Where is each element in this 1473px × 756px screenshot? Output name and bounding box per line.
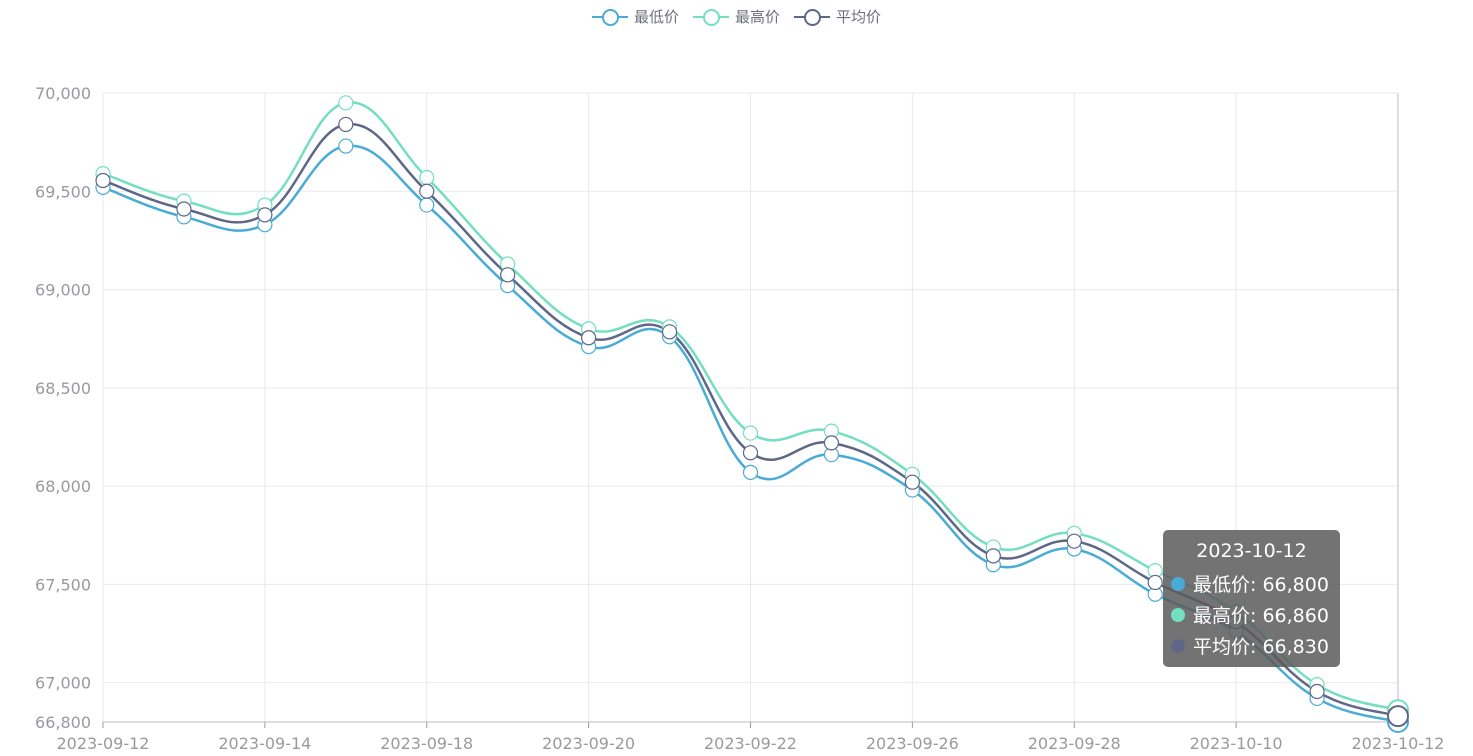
legend-label-low: 最低价 — [633, 8, 679, 26]
tooltip-dot-avg-icon — [1171, 638, 1185, 653]
data-point-low[interactable] — [742, 464, 759, 480]
tooltip-dot-low-icon — [1171, 576, 1185, 591]
tooltip-date: 2023-10-12 — [1196, 540, 1307, 562]
y-tick-label: 69,500 — [35, 182, 91, 201]
y-tick-label: 68,000 — [35, 477, 91, 496]
data-point-avg[interactable] — [338, 116, 354, 133]
x-tick-label: 2023-09-14 — [218, 734, 311, 753]
x-tick-label: 2023-09-26 — [866, 734, 959, 753]
y-tick-label: 67,000 — [35, 674, 91, 693]
x-tick-label: 2023-10-10 — [1190, 734, 1283, 753]
data-point-high[interactable] — [742, 425, 759, 441]
data-point-avg[interactable] — [581, 330, 597, 346]
chart-legend: 最低价 最高价 平均价 — [0, 6, 1473, 27]
legend-swatch-avg-icon — [794, 7, 830, 27]
data-point-avg[interactable] — [176, 201, 192, 217]
data-point-low[interactable] — [419, 197, 435, 213]
data-point-avg[interactable] — [419, 183, 435, 199]
tooltip-row-avg: 平均价: 66,830 — [1171, 630, 1332, 661]
x-tick-label: 2023-10-12 — [1352, 734, 1445, 753]
x-tick-label: 2023-09-28 — [1028, 734, 1121, 753]
x-tick-label: 2023-09-20 — [542, 734, 635, 753]
data-point-avg[interactable] — [95, 172, 111, 189]
tooltip-dot-high-icon — [1171, 607, 1185, 622]
data-point-avg[interactable] — [257, 207, 273, 223]
data-point-avg[interactable] — [823, 435, 840, 451]
legend-swatch-high-icon — [692, 7, 729, 27]
y-tick-label: 66,800 — [35, 713, 91, 732]
data-point-high[interactable] — [338, 95, 354, 111]
data-point-high[interactable] — [419, 169, 435, 186]
legend-item-high[interactable]: 最高价 — [692, 6, 780, 27]
data-point-avg[interactable] — [742, 445, 759, 461]
legend-item-avg[interactable]: 平均价 — [794, 6, 881, 27]
y-tick-label: 68,500 — [35, 379, 91, 398]
data-point-avg[interactable] — [500, 267, 516, 283]
tooltip-row-high: 最高价: 66,860 — [1171, 599, 1332, 630]
data-point-avg[interactable] — [985, 548, 1001, 564]
tooltip-value-high: 最高价: 66,860 — [1193, 605, 1329, 627]
x-tick-label: 2023-09-12 — [57, 734, 150, 753]
x-tick-label: 2023-09-18 — [380, 734, 473, 753]
tooltip-value-low: 最低价: 66,800 — [1193, 574, 1329, 596]
axes: 66,800 67,000 67,500 68,000 68,500 69,000 69,5… — [35, 84, 1444, 753]
data-point-avg[interactable] — [1066, 533, 1082, 549]
y-tick-label: 67,500 — [35, 575, 91, 594]
chart-tooltip: 2023-10-12 最低价: 66,800 最高价: 66,860 平均价: … — [1163, 530, 1340, 667]
tooltip-value-avg: 平均价: 66,830 — [1193, 636, 1329, 658]
data-point-avg[interactable] — [661, 324, 678, 340]
y-tick-label: 70,000 — [35, 84, 91, 103]
y-tick-label: 69,000 — [35, 281, 91, 300]
data-point-low[interactable] — [338, 138, 354, 154]
data-point-avg[interactable] — [1309, 683, 1325, 700]
legend-swatch-low-icon — [591, 7, 628, 27]
legend-item-low[interactable]: 最低价 — [591, 6, 679, 27]
legend-label-high: 最高价 — [734, 8, 780, 26]
data-point-avg[interactable] — [1387, 705, 1409, 728]
data-point-avg[interactable] — [904, 474, 920, 490]
legend-label-avg: 平均价 — [836, 8, 882, 26]
tooltip-row-low: 最低价: 66,800 — [1171, 568, 1332, 599]
x-tick-label: 2023-09-22 — [704, 734, 797, 753]
series-points[interactable] — [95, 95, 1409, 733]
data-point-avg[interactable] — [1147, 574, 1163, 591]
